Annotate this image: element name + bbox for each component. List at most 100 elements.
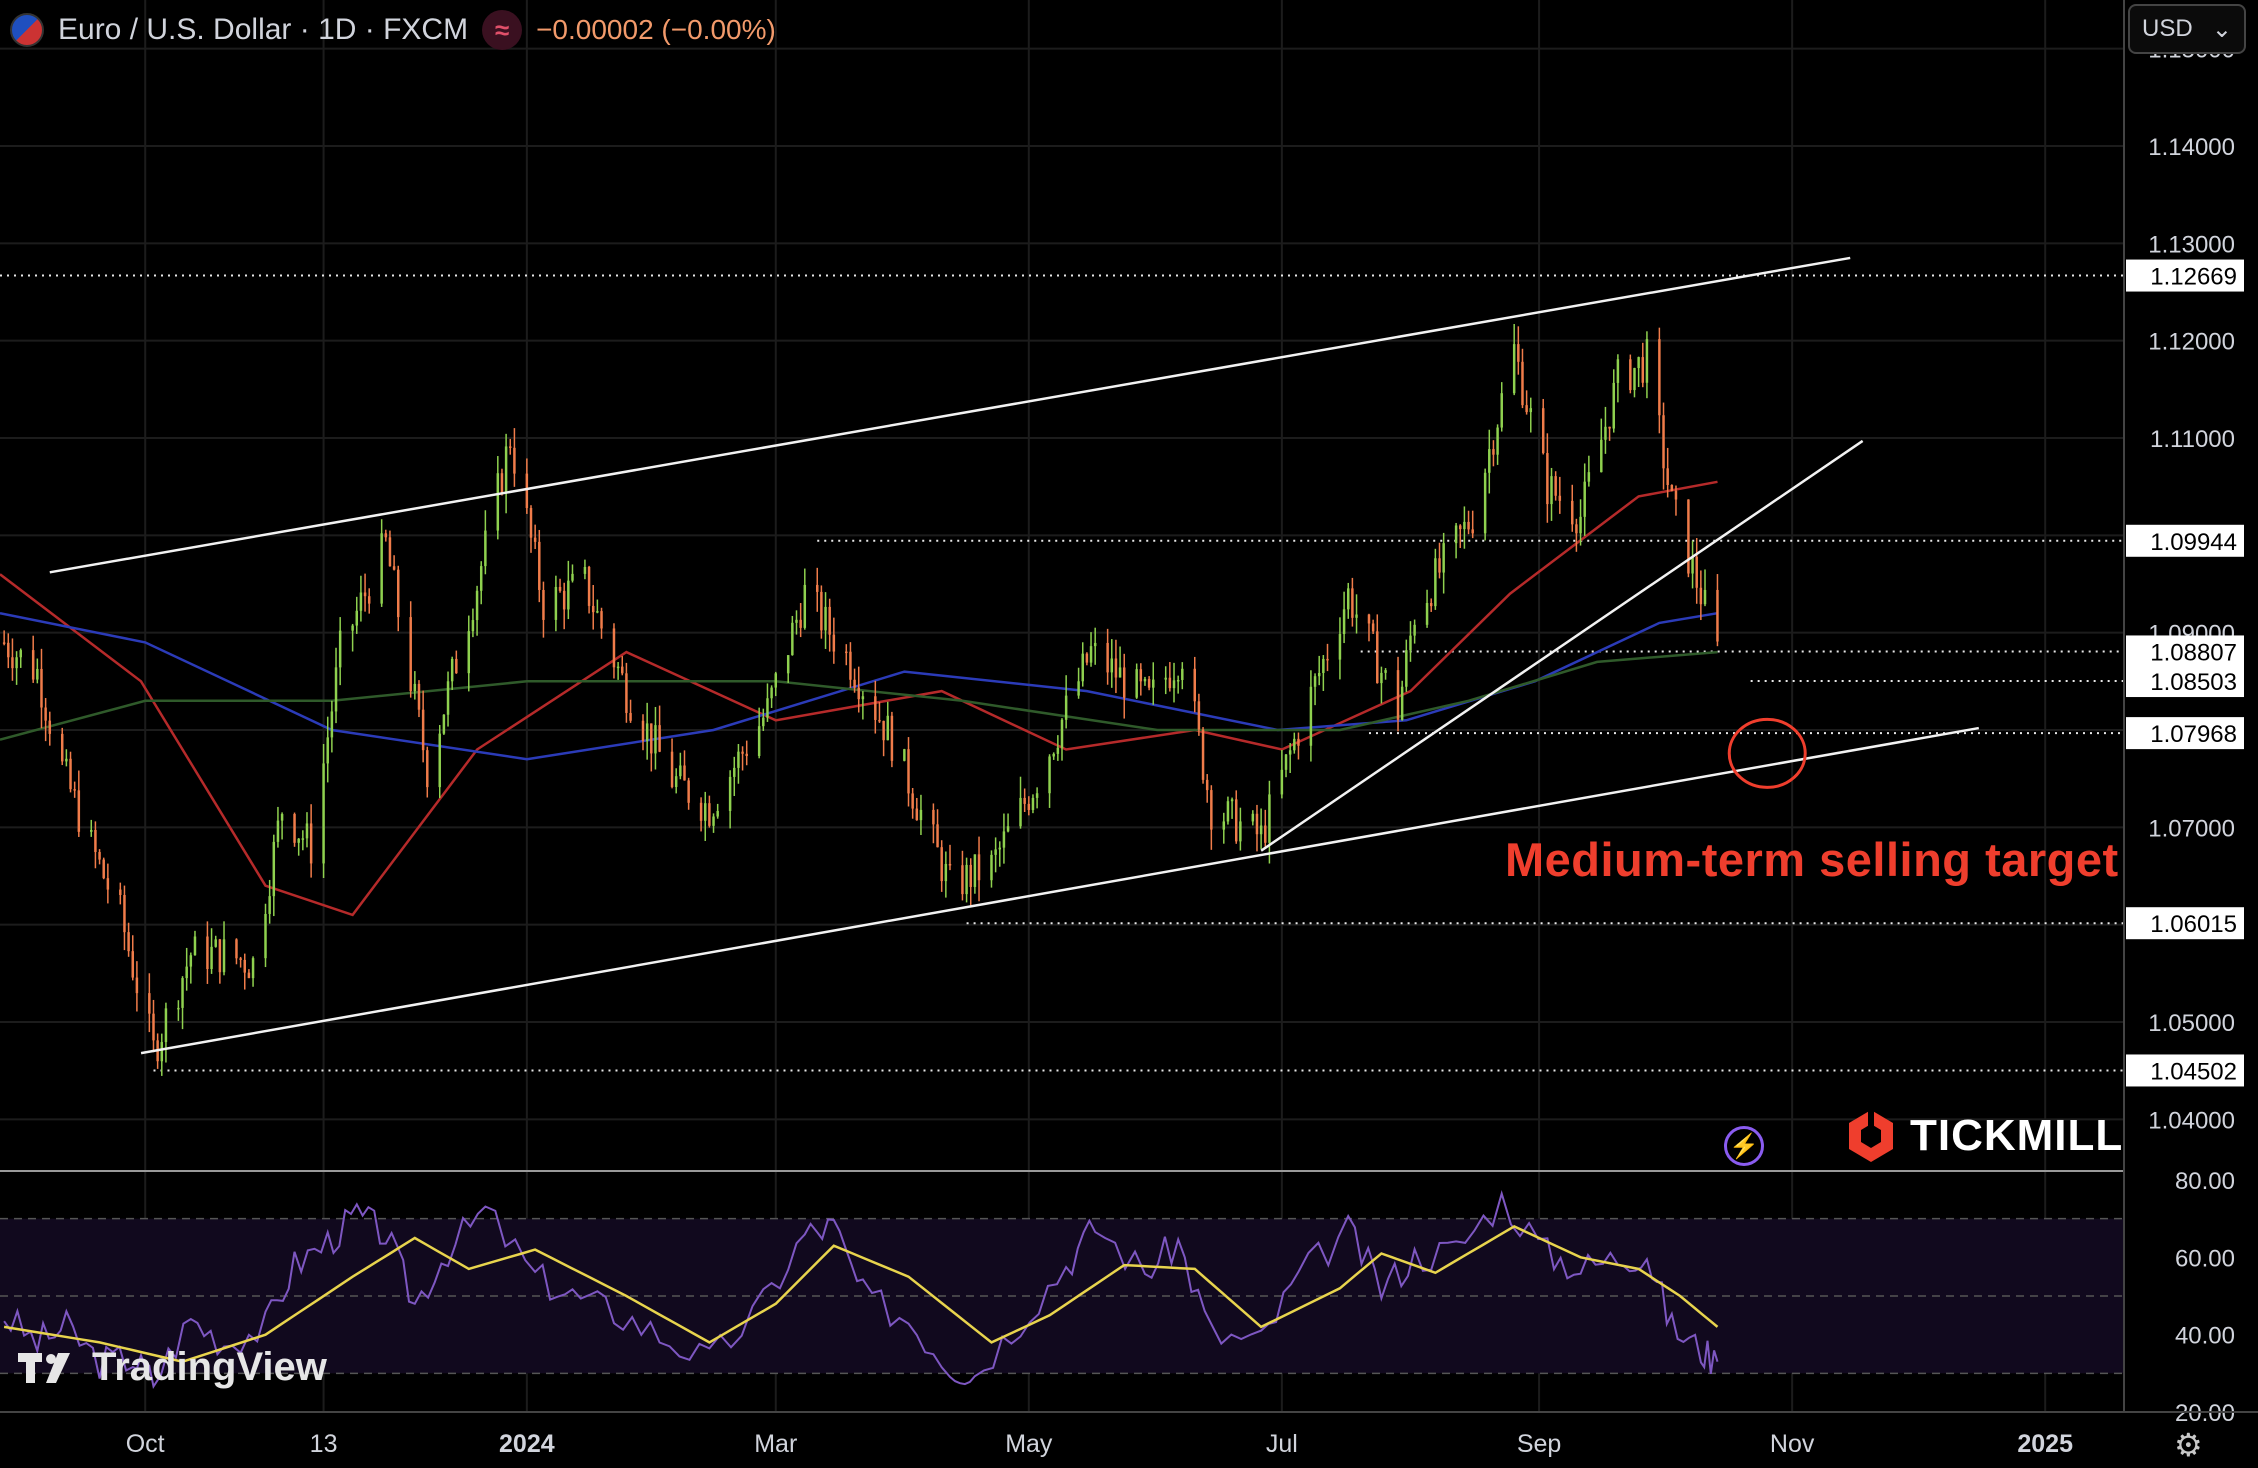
candle-body [1703,589,1707,605]
time-axis[interactable]: Oct 13 2024 Mar May Jul Sep Nov 2025 [0,1411,2258,1458]
candle-body [612,628,616,668]
candle-body [1579,516,1582,534]
candle-body [1521,361,1524,406]
candle-body [69,758,72,790]
tickmill-logo: TICKMILL [1846,1108,2123,1164]
settings-gear-icon[interactable]: ⚙ [2174,1427,2203,1463]
candle-body [1322,658,1325,674]
candle-body [1176,679,1180,682]
candle-body [562,590,566,610]
waves-icon[interactable]: ≈ [482,10,523,50]
candle-body [214,939,217,947]
candle-body [849,651,852,680]
rsi-pane [0,1170,2124,1389]
candle-body [645,723,649,741]
price-change: −0.00002 (−0.00%) [536,14,776,45]
candle-body [774,673,778,688]
candle-body [1483,472,1487,534]
candle-body [670,751,674,787]
price-label-text: 1.08503 [2150,669,2237,696]
candle-body [1471,529,1474,534]
candle-body [475,590,479,621]
price-axis[interactable]: 1.150001.140001.130001.120001.110001.100… [2123,0,2244,1427]
rsi-ma-line [3,1224,1719,1363]
candle-body [828,606,831,635]
price-label-box [2126,665,2244,698]
candle-body [1699,587,1703,605]
candle-body [1546,453,1549,505]
candle-body [1006,826,1010,832]
currency-select[interactable]: USD ⌄ [2128,4,2246,54]
candle-body [703,803,707,821]
candle-body [322,763,325,864]
candle-body [1517,344,1520,362]
candle-body [106,878,110,890]
candle-body [791,622,794,656]
candle-body [44,707,47,721]
candle-body [397,569,400,618]
candle-body [1351,588,1354,618]
chevron-down-icon: ⌄ [2211,15,2232,43]
candle-body [845,651,848,654]
candle-body [500,473,504,493]
price-label-box [2126,717,2244,750]
candle-body [438,733,441,788]
candle-body [1396,670,1400,720]
candle-body [210,946,213,970]
candle-body [878,719,881,722]
candle-body [538,541,541,590]
candle-body [268,896,271,914]
candle-body [1234,799,1238,842]
candle-body [766,698,769,718]
candle-body [235,939,238,959]
candle-body [380,533,383,604]
annotation-text: Medium-term selling target [1505,833,2119,886]
candle-body [641,720,645,741]
candle-body [471,620,475,632]
price-tick-label: 1.13000 [2148,231,2235,258]
candle-body [1380,672,1383,684]
candle-body [1135,669,1138,698]
candle-body [786,655,790,674]
time-tick-label: May [1005,1430,1053,1458]
candle-body [280,814,284,821]
candle-body [509,446,512,448]
candle-body [90,829,93,832]
candle-body [1604,426,1607,440]
price-tick-label: 1.07000 [2148,815,2235,842]
candle-body [1230,799,1234,802]
lightning-icon[interactable]: ⚡ [1724,1126,1764,1166]
candle-body [1429,603,1433,607]
candle-body [504,446,508,493]
candle-body [19,650,22,658]
candle-body [1317,673,1321,677]
candle-body [127,932,130,952]
candle-body [297,838,300,843]
candle-body [712,816,715,826]
candle-body [218,939,222,973]
symbol-title[interactable]: Euro / U.S. Dollar · 1D · FXCM [58,13,469,46]
tradingview-logo: TradingView [18,1345,327,1390]
candle-body [882,720,885,741]
candle-body [832,634,836,652]
candle-body [1197,701,1201,730]
candle-body [554,586,558,620]
candle-body [687,780,690,803]
candle-body [1139,669,1143,682]
candle-body [919,809,923,821]
candle-body [1064,695,1068,720]
candle-body [301,838,305,840]
candle-body [119,889,122,895]
tradingview-icon [18,1352,70,1383]
candle-body [1616,359,1620,383]
candle-body [251,958,255,979]
moving-average-line [0,650,1718,741]
candle-body [820,591,823,631]
price-label-box [2126,635,2244,668]
price-tick-label: 1.14000 [2148,134,2235,161]
candle-body [1259,825,1263,835]
candle-body [1500,393,1503,428]
candle-body [1168,677,1172,689]
candle-body [479,566,483,591]
